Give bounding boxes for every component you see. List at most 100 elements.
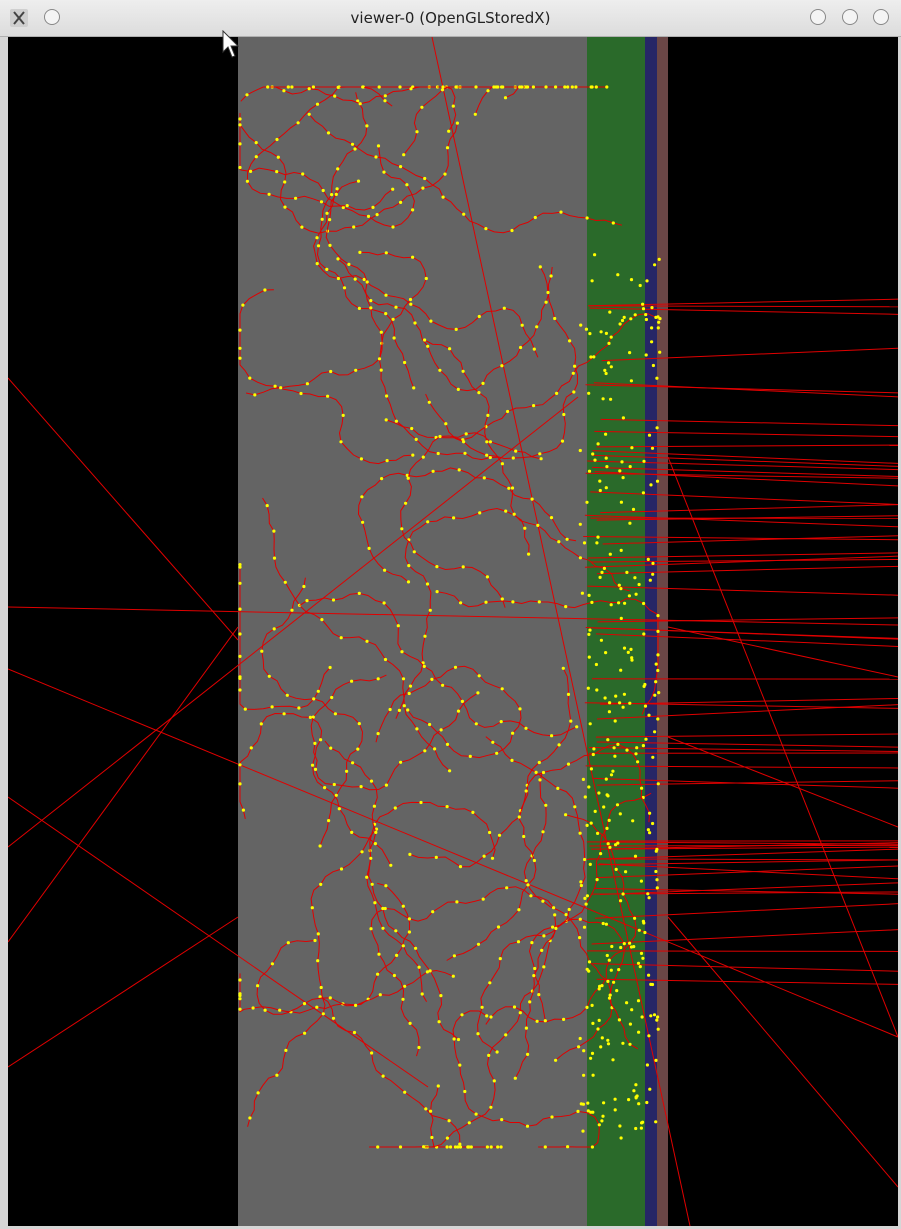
hit-point <box>628 351 631 354</box>
step-point <box>462 213 465 216</box>
hit-point <box>604 651 607 654</box>
hit-point <box>654 1120 657 1123</box>
hit-point <box>632 508 635 511</box>
step-point <box>268 193 271 196</box>
step-point <box>423 635 426 638</box>
step-point <box>522 835 525 838</box>
step-point <box>510 759 513 762</box>
step-point <box>326 395 329 398</box>
hit-point <box>619 669 622 672</box>
step-point <box>553 913 556 916</box>
step-point <box>484 227 487 230</box>
close-button[interactable] <box>873 9 889 25</box>
step-point <box>373 901 376 904</box>
step-point <box>357 180 360 183</box>
step-point <box>526 883 529 886</box>
step-point <box>283 712 286 715</box>
step-point <box>238 632 241 635</box>
mouse-cursor <box>222 30 242 60</box>
step-point <box>363 278 366 281</box>
step-point <box>511 732 514 735</box>
step-point <box>441 85 444 88</box>
step-point <box>272 530 275 533</box>
step-point <box>562 1018 565 1021</box>
step-point <box>501 597 504 600</box>
step-point <box>551 926 554 929</box>
step-point <box>478 511 481 514</box>
step-point <box>271 962 274 965</box>
hit-point <box>582 778 585 781</box>
hit-point <box>648 896 651 899</box>
hit-point <box>645 353 648 356</box>
step-point <box>327 131 330 134</box>
step-point <box>489 1015 492 1018</box>
step-point <box>489 456 492 459</box>
step-point <box>402 153 405 156</box>
step-point <box>360 850 363 853</box>
step-point <box>403 361 406 364</box>
step-point <box>320 618 323 621</box>
step-point <box>361 521 364 524</box>
hit-point <box>623 316 626 319</box>
step-point <box>238 166 241 169</box>
step-point <box>491 741 494 744</box>
hit-point <box>608 846 611 849</box>
hit-point <box>584 795 587 798</box>
step-point <box>526 1125 529 1128</box>
hit-point <box>636 1094 639 1097</box>
step-point <box>297 706 300 709</box>
step-point <box>513 1005 516 1008</box>
hit-point <box>609 553 612 556</box>
hit-point <box>613 746 616 749</box>
step-point <box>392 318 395 321</box>
step-point <box>353 147 356 150</box>
hit-point <box>657 321 660 324</box>
hit-point <box>628 594 631 597</box>
hit-point <box>620 549 623 552</box>
step-point <box>517 940 520 943</box>
hit-point <box>641 1015 644 1018</box>
hit-point <box>649 1014 652 1017</box>
step-point <box>520 85 523 88</box>
step-point <box>555 392 558 395</box>
hit-point <box>612 981 615 984</box>
hit-point <box>620 501 623 504</box>
hit-point <box>611 1058 614 1061</box>
hit-point <box>619 322 622 325</box>
hit-point <box>588 332 591 335</box>
step-point <box>409 1022 412 1025</box>
step-point <box>287 85 290 88</box>
step-point <box>537 993 540 996</box>
step-point <box>485 440 488 443</box>
hit-point <box>648 1088 651 1091</box>
step-point <box>399 201 402 204</box>
step-point <box>329 666 332 669</box>
step-point <box>605 923 608 926</box>
step-point <box>606 980 609 983</box>
hit-point <box>589 1111 592 1114</box>
step-point <box>264 1009 267 1012</box>
minimize-button[interactable] <box>810 9 826 25</box>
step-point <box>588 960 591 963</box>
hit-point <box>658 317 661 320</box>
step-point <box>284 1049 287 1052</box>
step-point <box>456 1145 459 1148</box>
maximize-button[interactable] <box>842 9 858 25</box>
step-point <box>322 189 325 192</box>
hit-point <box>619 812 622 815</box>
step-point <box>286 694 289 697</box>
step-point <box>504 1033 507 1036</box>
hit-point <box>614 1098 617 1101</box>
step-point <box>435 565 438 568</box>
step-point <box>336 187 339 190</box>
step-point <box>453 954 456 957</box>
step-point <box>559 211 562 214</box>
hit-point <box>638 929 641 932</box>
step-point <box>498 834 501 837</box>
hit-point <box>608 710 611 713</box>
step-point <box>384 312 387 315</box>
step-point <box>545 301 548 304</box>
step-point <box>395 954 398 957</box>
step-point <box>393 974 396 977</box>
step-point <box>477 391 480 394</box>
